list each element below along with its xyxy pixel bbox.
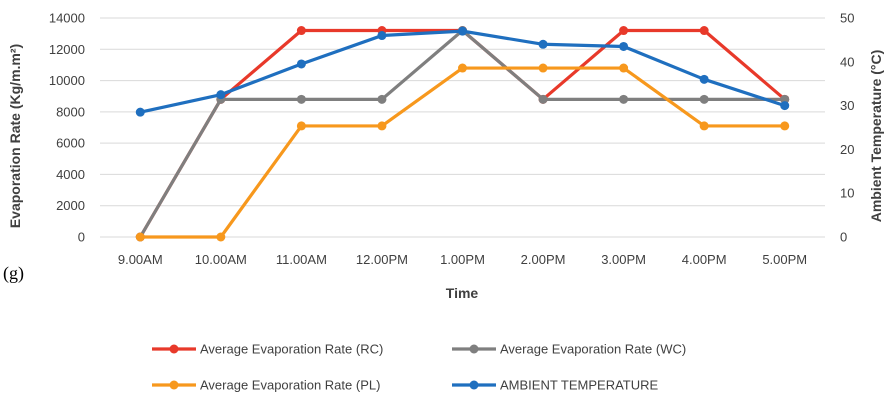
x-axis-title: Time (446, 285, 479, 301)
legend-label: Average Evaporation Rate (PL) (200, 378, 380, 393)
legend: Average Evaporation Rate (RC) Average Eva… (152, 342, 686, 393)
x-tick-label: 11.00AM (276, 252, 327, 267)
x-tick-label: 10.00AM (195, 252, 247, 267)
data-point (135, 232, 145, 242)
y-tick-label: 12000 (49, 42, 85, 57)
x-tick-label: 4.00PM (682, 252, 727, 267)
y2-tick-label: 40 (840, 54, 854, 69)
series-line (140, 66, 785, 239)
series-0 (135, 26, 790, 242)
data-point (216, 232, 226, 242)
data-point (619, 41, 629, 51)
y-tick-label: 4000 (56, 167, 85, 182)
data-point (377, 94, 387, 104)
y2-tick-label: 0 (840, 230, 847, 245)
series-2 (135, 63, 790, 242)
right-axis-ticks: 0 10 20 30 40 50 (840, 11, 854, 245)
series-3 (135, 26, 790, 117)
x-axis-ticks: 9.00AM 10.00AM 11.00AM 12.00PM 1.00PM 2.00PM 3… (118, 252, 807, 267)
legend-item: Average Evaporation Rate (RC) (152, 342, 383, 357)
x-tick-label: 2.00PM (521, 252, 566, 267)
x-tick-label: 3.00PM (601, 252, 646, 267)
y2-tick-label: 10 (840, 186, 854, 201)
y2-tick-label: 50 (840, 11, 854, 26)
left-axis-ticks: 0 2000 4000 6000 8000 10000 12000 14000 (49, 11, 85, 245)
data-point (780, 121, 790, 131)
data-point (296, 121, 306, 131)
data-point (377, 31, 387, 41)
data-point (699, 121, 709, 131)
data-point (619, 26, 629, 36)
y2-axis-title: Ambient Temperature (°C) (868, 50, 884, 223)
x-tick-label: 12.00PM (356, 252, 408, 267)
data-point (135, 107, 145, 117)
y2-tick-label: 20 (840, 142, 854, 157)
x-tick-label: 1.00PM (440, 252, 485, 267)
data-point (780, 101, 790, 111)
legend-swatch-marker (469, 344, 479, 354)
legend-label: AMBIENT TEMPERATURE (500, 378, 659, 393)
series-1 (135, 26, 790, 242)
legend-item: Average Evaporation Rate (PL) (152, 378, 380, 393)
data-point (458, 63, 467, 73)
series-layer (135, 26, 790, 242)
y-tick-label: 10000 (49, 73, 85, 88)
data-point (216, 90, 226, 100)
y-tick-label: 14000 (49, 11, 85, 26)
y-tick-label: 2000 (56, 198, 85, 213)
data-point (538, 39, 548, 49)
gridlines (100, 17, 825, 238)
y-tick-label: 0 (78, 230, 85, 245)
y-tick-label: 6000 (56, 136, 85, 151)
legend-swatch-marker (169, 344, 179, 354)
data-point (699, 74, 709, 84)
panel-label: (g) (3, 263, 24, 284)
legend-label: Average Evaporation Rate (RC) (200, 342, 383, 357)
data-point (538, 63, 548, 73)
data-point (619, 94, 629, 104)
legend-item: AMBIENT TEMPERATURE (452, 378, 659, 393)
data-point (458, 26, 467, 36)
y2-tick-label: 30 (840, 98, 854, 113)
data-point (538, 94, 548, 104)
y-axis-title: Evaporation Rate (Kg/m.m²) (7, 44, 23, 228)
legend-label: Average Evaporation Rate (WC) (500, 342, 686, 357)
x-tick-label: 5.00PM (762, 252, 807, 267)
data-point (296, 94, 306, 104)
data-point (699, 26, 709, 36)
legend-swatch-marker (469, 380, 479, 390)
data-point (296, 59, 306, 69)
data-point (377, 121, 387, 131)
data-point (296, 26, 306, 36)
data-point (780, 94, 790, 104)
y-tick-label: 8000 (56, 104, 85, 119)
data-point (619, 63, 629, 73)
data-point (699, 94, 709, 104)
legend-swatch-marker (169, 380, 179, 390)
x-tick-label: 9.00AM (118, 252, 163, 267)
legend-item: Average Evaporation Rate (WC) (452, 342, 686, 357)
